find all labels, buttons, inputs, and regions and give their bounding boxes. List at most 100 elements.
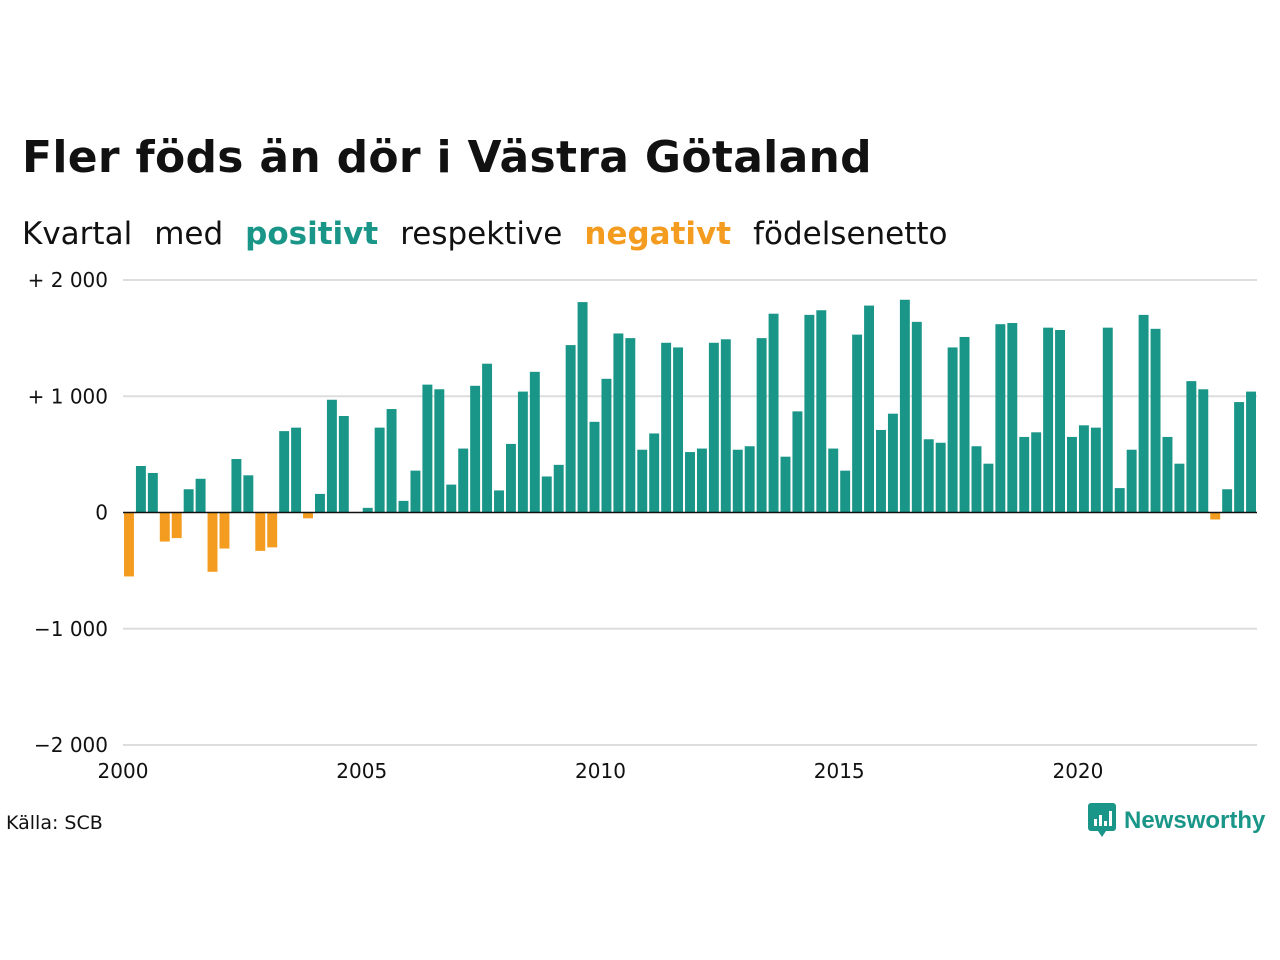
x-tick-label: 2005 — [336, 759, 387, 783]
bar — [1150, 328, 1161, 513]
bar — [303, 512, 313, 519]
subtitle-word: med — [154, 216, 224, 252]
bar — [1174, 463, 1185, 513]
bar — [135, 466, 146, 513]
bar — [589, 421, 600, 513]
y-tick-label: + 2 000 — [28, 268, 108, 292]
bar — [685, 452, 695, 513]
bar — [601, 378, 612, 513]
bar — [398, 500, 409, 513]
source-label: Källa: SCB — [6, 812, 103, 834]
bar — [517, 391, 528, 513]
bar — [887, 413, 898, 513]
bar — [159, 512, 170, 542]
bar — [541, 476, 552, 513]
bar — [983, 463, 994, 513]
chart-title: Fler föds än dör i Västra Götaland — [22, 132, 872, 183]
bar — [434, 389, 445, 513]
bar — [899, 299, 910, 513]
bar — [1043, 327, 1054, 513]
bar — [1138, 314, 1149, 513]
bar — [207, 512, 218, 572]
bar — [864, 305, 875, 513]
bar — [876, 429, 886, 513]
bar — [971, 446, 982, 513]
bar — [816, 310, 827, 513]
x-tick-label: 2000 — [98, 759, 149, 783]
bar — [1078, 425, 1089, 513]
bar — [183, 489, 194, 513]
bar — [995, 324, 1006, 513]
bar — [804, 314, 815, 513]
newsworthy-icon — [1088, 803, 1116, 837]
bar — [267, 512, 278, 548]
bar — [911, 321, 922, 513]
bar — [1102, 327, 1113, 513]
bar — [386, 409, 397, 513]
bar — [744, 446, 755, 513]
bar — [362, 507, 373, 513]
bar — [1162, 436, 1173, 513]
y-tick-label: −2 000 — [34, 733, 108, 757]
y-tick-label: + 1 000 — [28, 384, 108, 408]
bar — [1210, 512, 1221, 520]
bar — [1222, 489, 1233, 513]
bar — [1007, 323, 1018, 513]
subtitle-negative: negativt — [584, 216, 732, 252]
bar — [374, 427, 385, 513]
subtitle-word: Kvartal — [22, 216, 133, 252]
bar — [923, 439, 934, 513]
brand-name: Newsworthy — [1124, 807, 1266, 834]
bar — [291, 427, 302, 513]
bar — [243, 475, 254, 513]
bar — [708, 342, 719, 513]
bar — [852, 334, 863, 513]
bar — [1055, 329, 1066, 513]
bar — [649, 433, 660, 513]
bar — [756, 338, 767, 513]
bar — [732, 449, 743, 513]
bar — [696, 448, 707, 513]
bar — [661, 342, 672, 513]
bar — [720, 339, 731, 513]
bar — [314, 493, 325, 513]
bar — [637, 449, 648, 513]
bar — [529, 371, 540, 513]
bar — [494, 490, 504, 513]
bar — [1019, 436, 1030, 513]
bar — [410, 470, 421, 513]
x-tick-label: 2020 — [1052, 759, 1103, 783]
bar — [935, 442, 946, 513]
bar — [1126, 449, 1137, 513]
chart-subtitle: Kvartal med positivt respektive negativt föde… — [22, 216, 970, 252]
bar — [840, 470, 851, 513]
bar — [613, 333, 624, 513]
bar — [446, 484, 457, 513]
y-tick-label: 0 — [95, 501, 108, 525]
bar — [505, 443, 516, 513]
bar — [947, 347, 958, 513]
bar — [1114, 488, 1125, 513]
bar — [422, 384, 433, 513]
bar — [565, 345, 576, 513]
bar — [828, 448, 839, 513]
bar — [1067, 436, 1077, 513]
bar — [780, 456, 791, 513]
bar — [482, 363, 493, 513]
bar — [1246, 391, 1256, 513]
bar — [470, 385, 481, 513]
bar — [1090, 427, 1101, 513]
bar — [219, 512, 230, 549]
bar — [1234, 402, 1245, 513]
bar — [255, 512, 266, 551]
subtitle-positive: positivt — [245, 216, 379, 252]
x-tick-label: 2015 — [814, 759, 865, 783]
bar — [338, 416, 349, 513]
newsworthy-logo: Newsworthy — [1088, 803, 1265, 839]
x-tick-label: 2010 — [575, 759, 626, 783]
subtitle-word: födelsenetto — [753, 216, 948, 252]
bar — [195, 478, 206, 513]
bar — [1031, 432, 1042, 513]
bar — [147, 472, 158, 513]
